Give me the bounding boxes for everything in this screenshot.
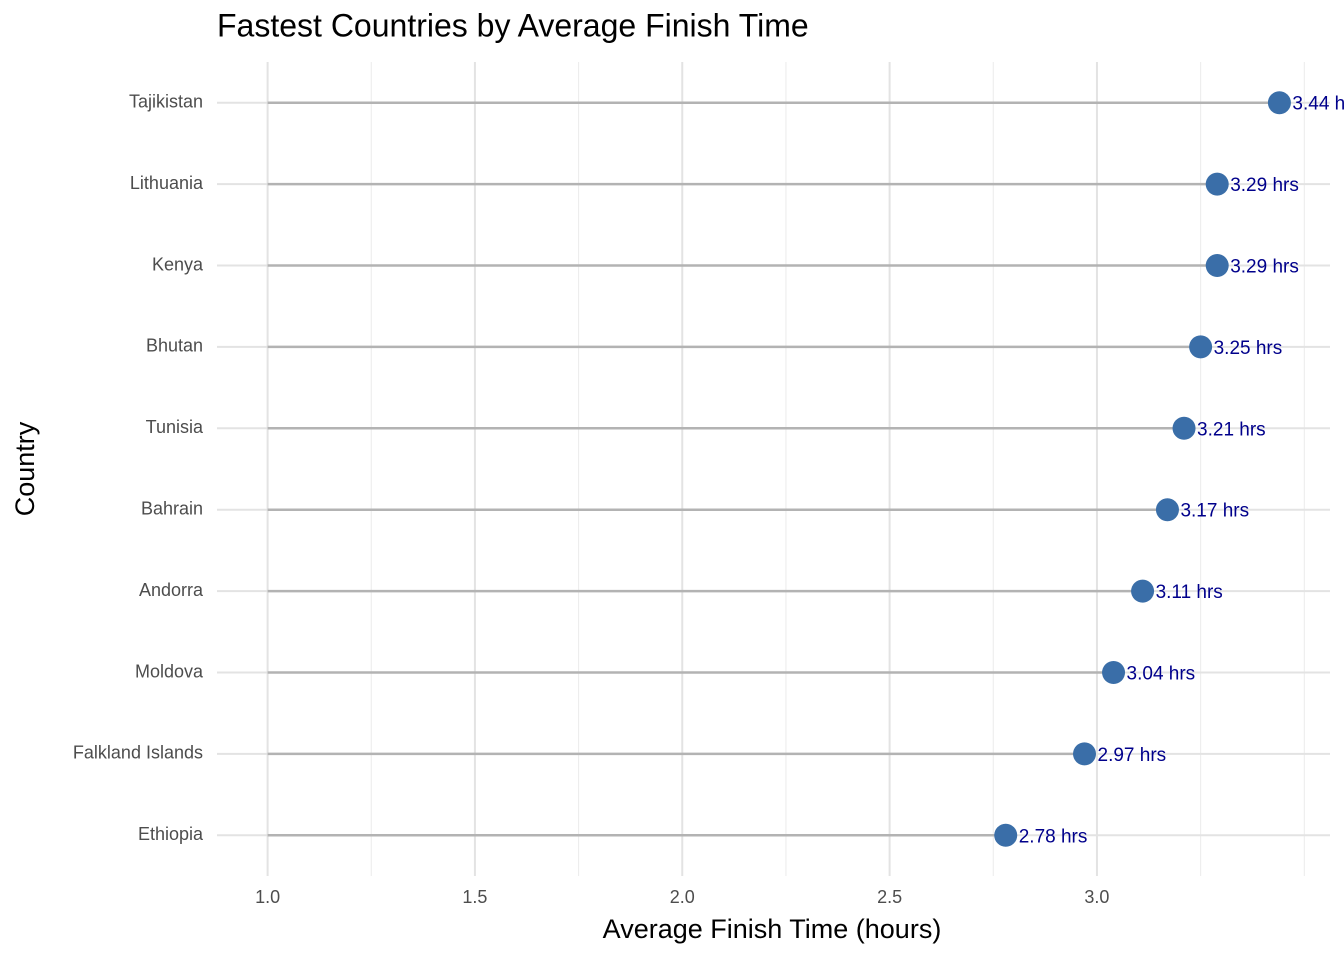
point (1172, 416, 1196, 440)
y-tick-label: Andorra (139, 580, 204, 600)
x-tick-label: 3.0 (1084, 887, 1109, 907)
x-tick-label: 1.0 (255, 887, 280, 907)
value-label: 3.44 hrs (1292, 94, 1344, 115)
y-tick-label: Tajikistan (129, 91, 203, 111)
y-tick-label: Moldova (135, 661, 204, 681)
value-label: 2.97 hrs (1098, 745, 1167, 766)
y-tick-label: Falkland Islands (73, 743, 203, 763)
value-label: 3.25 hrs (1214, 338, 1283, 359)
point (1131, 579, 1155, 603)
y-tick-label: Lithuania (130, 173, 204, 193)
x-tick-label: 2.5 (877, 887, 902, 907)
y-tick-label: Tunisia (146, 417, 204, 437)
value-label: 2.78 hrs (1019, 826, 1088, 847)
point (1205, 254, 1229, 277)
y-tick-label: Kenya (152, 254, 204, 274)
point (1073, 742, 1097, 766)
y-tick-label: Ethiopia (138, 824, 204, 844)
value-label: 3.29 hrs (1230, 257, 1299, 278)
point (994, 823, 1018, 847)
chart-title: Fastest Countries by Average Finish Time (217, 7, 809, 43)
value-label: 3.11 hrs (1156, 582, 1223, 603)
y-axis-title: Country (10, 421, 40, 516)
x-tick-label: 1.5 (462, 887, 487, 907)
value-label: 3.21 hrs (1197, 419, 1266, 440)
point (1155, 498, 1179, 522)
x-axis-title: Average Finish Time (hours) (603, 914, 942, 944)
y-tick-label: Bhutan (146, 336, 203, 356)
value-label: 3.29 hrs (1230, 175, 1299, 196)
x-tick-label: 2.0 (670, 887, 695, 907)
point (1102, 661, 1126, 684)
y-tick-label: Bahrain (141, 498, 203, 518)
value-label: 3.17 hrs (1180, 501, 1249, 522)
point (1267, 91, 1291, 115)
point (1205, 172, 1229, 196)
value-label: 3.04 hrs (1127, 664, 1196, 685)
point (1189, 335, 1213, 359)
